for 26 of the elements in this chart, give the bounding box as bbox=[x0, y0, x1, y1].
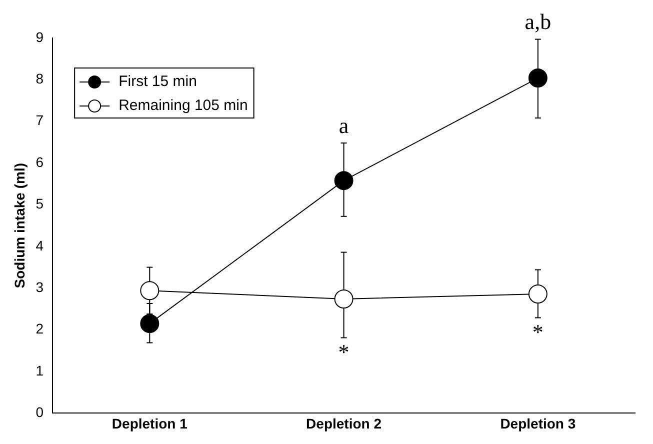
point bbox=[334, 171, 354, 190]
y-tick-label: 2 bbox=[36, 320, 44, 337]
text: a,b bbox=[524, 9, 552, 34]
y-tick-label: 5 bbox=[36, 196, 44, 212]
annotation: * bbox=[338, 340, 350, 365]
y-tick-label: 3 bbox=[36, 278, 44, 295]
y-tick-label: 4 bbox=[36, 237, 44, 254]
y-tick-label: 7 bbox=[36, 112, 44, 128]
x-tick-label: Depletion 1 bbox=[112, 415, 188, 432]
x-tick-label: Depletion 2 bbox=[306, 415, 382, 432]
point bbox=[528, 284, 548, 304]
y-tick-label: 1 bbox=[36, 362, 44, 378]
point bbox=[528, 68, 548, 88]
point bbox=[334, 289, 354, 308]
point bbox=[140, 281, 160, 300]
point bbox=[140, 314, 160, 334]
legend-label: Remaining 105 min bbox=[118, 97, 248, 114]
annotation: a bbox=[338, 112, 349, 138]
x-tick-label: Depletion 3 bbox=[500, 415, 576, 432]
annotation: * bbox=[532, 320, 544, 345]
y-tick-label: 6 bbox=[36, 154, 44, 170]
y-axis-title: Sodium intake (ml) bbox=[11, 162, 28, 288]
y-tick-label: 8 bbox=[36, 70, 44, 87]
y-tick-label: 0 bbox=[36, 404, 44, 420]
legend-label: First 15 min bbox=[118, 73, 197, 90]
y-tick-label: 9 bbox=[36, 28, 44, 45]
